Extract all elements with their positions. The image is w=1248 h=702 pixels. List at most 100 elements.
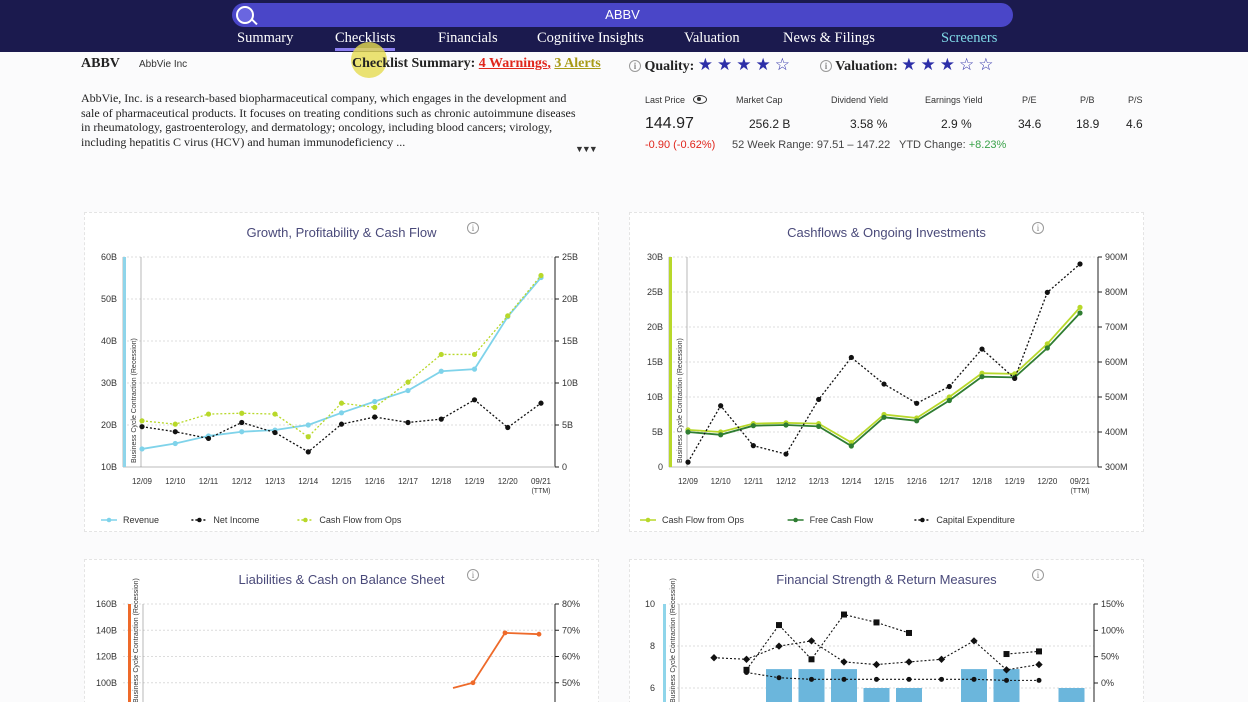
info-icon[interactable]: i: [820, 60, 832, 72]
x-tick-label: 12/14: [841, 477, 862, 486]
data-point: [816, 423, 822, 429]
circle-marker: [1004, 677, 1009, 683]
recession-label: Business Cycle Contraction (Recession): [133, 578, 140, 702]
data-point: [946, 397, 952, 404]
market-cap-label: Market Cap: [736, 95, 783, 105]
y-tick-right: 600M: [1105, 357, 1128, 367]
data-point: [881, 381, 887, 387]
separator: ,: [547, 56, 551, 71]
y-tick-left: 120B: [96, 652, 117, 662]
data-point: [239, 429, 245, 435]
data-point: [139, 446, 145, 452]
nav-screeners[interactable]: Screeners: [941, 30, 998, 46]
legend-marker: [303, 517, 308, 523]
cashflows-chart: 0 5B 10B 15B 20B 25B 30B 300M 400M 500M 600M 700M 80…: [640, 252, 1128, 525]
series-line: [746, 671, 1039, 681]
y-tick-left: 30B: [647, 252, 663, 262]
y-tick-left: 0: [658, 462, 663, 472]
y-tick-left: 10B: [647, 392, 663, 402]
bar: [1058, 688, 1085, 702]
bar: [798, 669, 825, 702]
data-point: [205, 411, 212, 417]
data-point: [718, 432, 724, 438]
data-point: [338, 400, 345, 406]
data-point: [914, 418, 920, 424]
y-tick-right: 400M: [1105, 427, 1128, 437]
y-tick-right: 25B: [562, 252, 578, 262]
data-point: [881, 414, 887, 420]
search-icon[interactable]: [236, 6, 254, 24]
data-point: [471, 366, 478, 372]
data-point: [538, 272, 544, 279]
recession-band: [663, 604, 666, 702]
recession-band: [669, 257, 672, 467]
legend-marker: [106, 517, 112, 523]
circle-marker: [809, 676, 814, 682]
data-point: [239, 419, 245, 426]
x-tick-label: 09/21: [531, 477, 552, 486]
y-tick-right: 0%: [1101, 678, 1114, 688]
eye-icon[interactable]: [693, 95, 708, 104]
series-line: [713, 640, 1040, 671]
data-point: [750, 423, 756, 429]
liabilities-chart: 100B 120B 140B 160B 50% 60% 70% 80% Business Cyc…: [96, 578, 580, 702]
nav-valuation[interactable]: Valuation: [684, 30, 740, 46]
search-input[interactable]: ABBV: [232, 3, 1013, 27]
x-tick-label: 12/09: [132, 477, 153, 486]
warnings-link[interactable]: 4 Warnings: [478, 56, 548, 71]
data-point: [172, 440, 178, 447]
info-icon[interactable]: i: [1032, 569, 1044, 581]
pb-value: 18.9: [1076, 117, 1100, 131]
info-icon[interactable]: i: [629, 60, 641, 72]
data-point: [1077, 304, 1083, 310]
data-point: [372, 414, 378, 420]
y-tick-left: 8: [650, 641, 655, 651]
x-tick-label: 12/10: [165, 477, 186, 486]
diamond-marker: [1035, 660, 1043, 669]
pe-value: 34.6: [1018, 117, 1042, 131]
y-tick-right: 800M: [1105, 287, 1128, 297]
data-point: [172, 429, 178, 435]
x-tick-label: 12/17: [939, 477, 960, 486]
data-point: [848, 354, 854, 361]
legend-label: Capital Expenditure: [936, 515, 1015, 525]
nav-cognitive-insights[interactable]: Cognitive Insights: [537, 30, 644, 46]
data-point: [505, 424, 511, 431]
quality-stars: ★★★★☆: [697, 55, 794, 75]
expand-chevron-icon[interactable]: ▼▼▼: [575, 144, 598, 154]
data-point: [172, 421, 178, 427]
y-tick-right: 900M: [1105, 252, 1128, 262]
chart-title: Growth, Profitability & Cash Flow: [246, 225, 437, 240]
data-point: [239, 410, 245, 416]
y-tick-left: 15B: [647, 357, 663, 367]
search-value: ABBV: [605, 7, 640, 22]
data-point: [783, 422, 789, 428]
dividend-yield-label: Dividend Yield: [831, 95, 889, 105]
nav-news-filings[interactable]: News & Filings: [783, 30, 875, 46]
data-point: [470, 680, 476, 686]
nav-financials[interactable]: Financials: [438, 30, 498, 46]
diamond-marker: [710, 654, 718, 662]
ytd-change: YTD Change: +8.23%: [899, 139, 1006, 151]
info-icon[interactable]: i: [467, 222, 479, 234]
data-point: [816, 396, 822, 403]
x-tick-label: 12/20: [1037, 477, 1058, 486]
data-point: [914, 400, 920, 406]
x-tick-label: 12/11: [744, 477, 764, 486]
info-icon[interactable]: i: [467, 569, 479, 581]
legend-marker: [920, 517, 925, 523]
alerts-link[interactable]: 3 Alerts: [554, 56, 601, 71]
info-icon[interactable]: i: [1032, 222, 1044, 234]
top-navigation-bar: ABBV Summary Checklists Financials Cogni…: [0, 0, 1248, 52]
diamond-marker: [742, 655, 751, 663]
data-point: [139, 424, 145, 430]
circle-marker: [841, 676, 847, 682]
data-point: [305, 434, 311, 440]
diamond-marker: [807, 637, 816, 645]
y-tick-left: 100B: [96, 678, 117, 688]
data-point: [536, 631, 542, 637]
nav-summary[interactable]: Summary: [237, 30, 294, 46]
week-range-label: 52 Week Range:: [732, 139, 814, 151]
square-marker: [841, 611, 847, 618]
quality-rating: i Quality: ★★★★☆: [629, 55, 794, 75]
